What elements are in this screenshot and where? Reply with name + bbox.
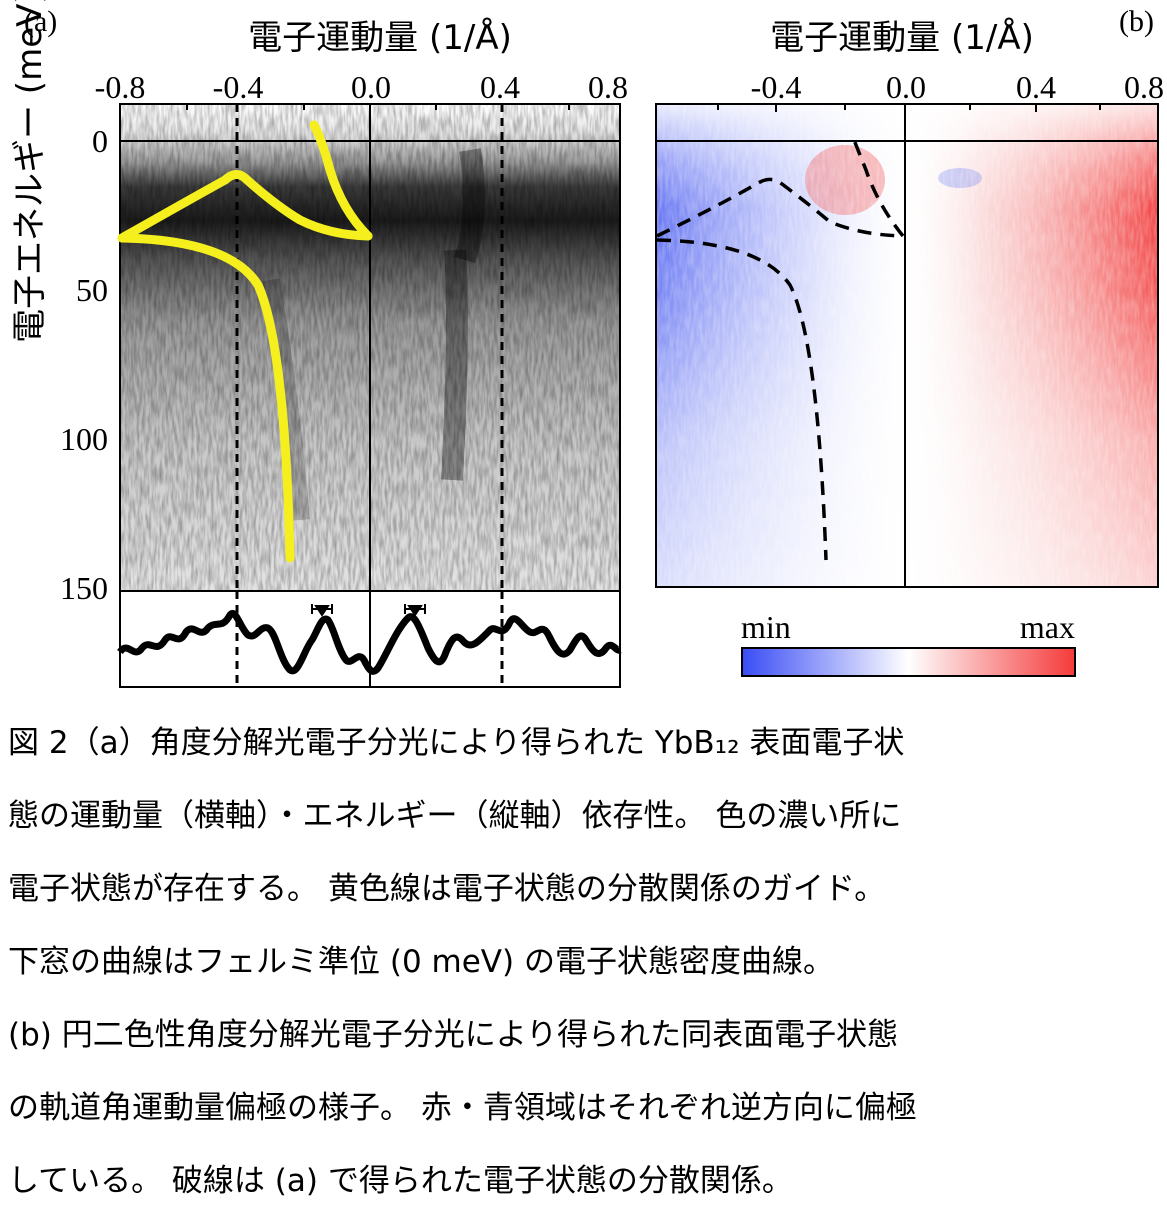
- panel-b-label: (b): [1119, 5, 1154, 38]
- panel-b-x-tick-label: 0.4: [1016, 69, 1056, 105]
- panel-b-x-tick-label: 0.8: [1124, 69, 1164, 105]
- caption-line: 態の運動量（横軸）・エネルギー（縦軸）依存性。 色の濃い所に: [8, 798, 902, 834]
- panel-b-x-tick-label: -0.4: [751, 69, 802, 105]
- caption-line: (b) 円二色性角度分解光電子分光により得られた同表面電子状態: [8, 1017, 899, 1053]
- panel-b-x-axis-title: 電子運動量 (1/Å): [770, 17, 1034, 58]
- caption-line: の軌道角運動量偏極の様子。 赤・青領域はそれぞれ逆方向に偏極: [8, 1090, 917, 1126]
- panel-b-x-tick-label: 0.0: [886, 69, 926, 105]
- panel-a-y-tick-label: 0: [92, 123, 108, 159]
- panel-a-y-tick-label: 150: [60, 570, 108, 606]
- colorbar-max-label: max: [1020, 609, 1075, 645]
- y-axis-title: 電子エネルギー (meV): [10, 0, 50, 343]
- peak-marker: [404, 604, 426, 617]
- panel-a-intensity-map: [119, 103, 621, 592]
- panel-a-y-tick-label: 50: [76, 272, 108, 308]
- fermi-level-dos-curve: [117, 610, 622, 675]
- caption-line: 下窓の曲線はフェルミ準位 (0 meV) の電子状態密度曲線。: [8, 944, 834, 980]
- panel-a-x-tick-label: 0.4: [480, 69, 520, 105]
- panel-a-x-axis-title: 電子運動量 (1/Å): [248, 17, 512, 58]
- panel-a-x-tick-label: -0.4: [213, 69, 264, 105]
- peak-marker: [311, 604, 333, 617]
- dispersion-guide-yellow: [117, 120, 373, 563]
- colorbar-min-label: min: [741, 609, 791, 645]
- panel-a-dos-window: [117, 590, 622, 688]
- panel-a-y-tick-label: 100: [60, 421, 108, 457]
- colorbar: min max: [741, 609, 1076, 677]
- panel-b-polarization-map: [655, 103, 1159, 588]
- caption-line: している。 破線は (a) で得られた電子状態の分散関係。: [8, 1163, 793, 1199]
- figure: (a) 電子運動量 (1/Å) -0.8 -0.4 0.0 0.4 0.8 0 …: [24, 5, 1164, 688]
- dispersion-guide-dashed: [656, 134, 905, 561]
- panel-a-x-tick-label: -0.8: [95, 69, 146, 105]
- panel-a-x-tick-label: 0.0: [351, 69, 391, 105]
- panel-a-x-tick-label: 0.8: [588, 69, 628, 105]
- caption-line: 図 2（a）角度分解光電子分光により得られた YbB₁₂ 表面電子状: [8, 725, 905, 761]
- caption-line: 電子状態が存在する。 黄色線は電子状態の分散関係のガイド。: [8, 871, 886, 907]
- panel-a-label: (a): [24, 5, 57, 38]
